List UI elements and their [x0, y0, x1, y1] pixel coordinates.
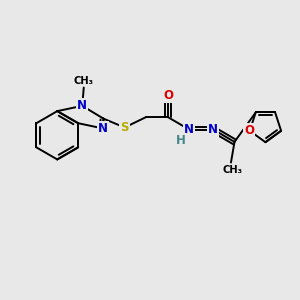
Text: N: N	[98, 122, 108, 135]
Text: CH₃: CH₃	[222, 166, 242, 176]
Text: O: O	[244, 124, 254, 137]
Text: N: N	[77, 99, 87, 112]
Text: CH₃: CH₃	[74, 76, 94, 86]
Text: N: N	[184, 123, 194, 136]
Text: H: H	[176, 134, 185, 147]
Text: O: O	[163, 89, 173, 103]
Text: N: N	[208, 123, 218, 136]
Text: S: S	[120, 121, 129, 134]
